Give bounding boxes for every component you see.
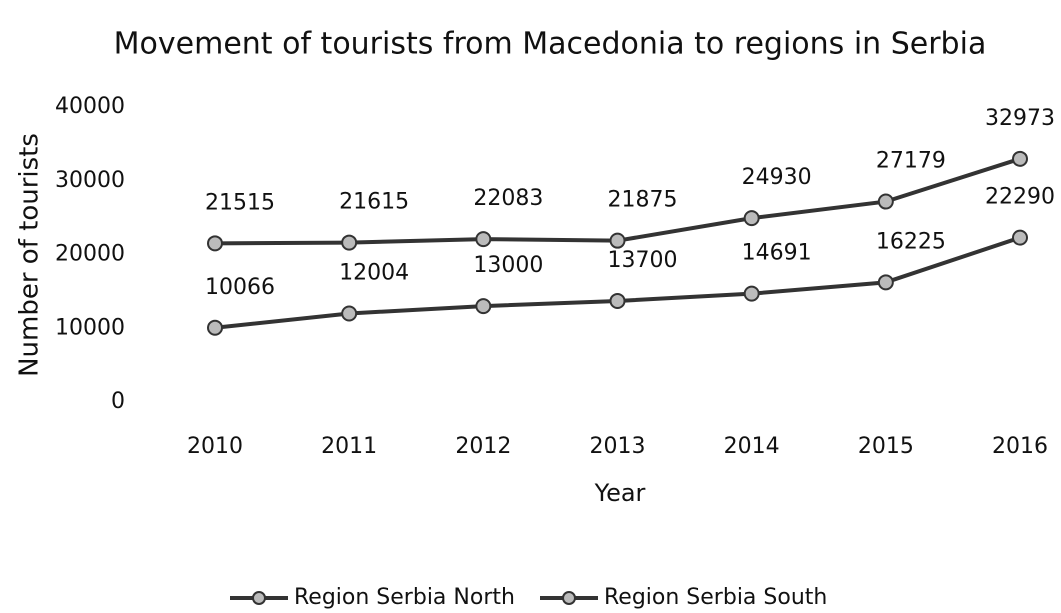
point-marker [609, 292, 626, 309]
x-axis-label: Year [594, 479, 646, 507]
legend-marker [252, 591, 266, 605]
legend-label: Region Serbia South [604, 585, 827, 610]
x-tick-label: 2010 [187, 434, 243, 459]
point-marker [743, 285, 760, 302]
y-tick-label: 10000 [55, 315, 125, 340]
x-tick-label: 2013 [590, 434, 646, 459]
data-label: 10066 [205, 275, 275, 300]
point-marker [475, 298, 492, 315]
data-label: 22290 [985, 185, 1055, 210]
data-label: 13000 [473, 253, 543, 278]
y-tick-label: 0 [111, 389, 125, 414]
point-marker [743, 210, 760, 227]
point-marker [207, 235, 223, 252]
data-label: 27179 [876, 149, 946, 174]
point-marker [609, 232, 626, 249]
y-axis-label: Number of tourists [15, 133, 45, 377]
data-label: 32973 [985, 106, 1055, 131]
x-tick-label: 2015 [858, 434, 914, 459]
data-label: 16225 [876, 229, 946, 254]
y-tick-label: 20000 [55, 242, 125, 267]
data-label: 21515 [205, 190, 275, 215]
data-label: 12004 [339, 260, 409, 285]
point-marker [877, 274, 894, 291]
point-marker [877, 193, 894, 210]
x-tick-label: 2012 [455, 434, 511, 459]
point-marker [207, 319, 223, 336]
point-marker [1012, 150, 1028, 167]
legend-marker [562, 591, 576, 605]
point-marker [1012, 229, 1028, 246]
data-label: 13700 [608, 248, 678, 273]
point-marker [341, 234, 358, 251]
point-marker [341, 305, 358, 322]
point-marker [475, 231, 492, 248]
y-tick-label: 40000 [55, 94, 125, 119]
chart-title: Movement of tourists from Macedonia to r… [114, 27, 987, 62]
x-tick-label: 2014 [724, 434, 780, 459]
x-tick-label: 2016 [992, 434, 1048, 459]
data-label: 24930 [742, 165, 812, 190]
data-label: 21875 [608, 188, 678, 213]
y-tick-label: 30000 [55, 168, 125, 193]
legend-label: Region Serbia North [294, 585, 515, 610]
data-label: 21615 [339, 190, 409, 215]
data-label: 22083 [473, 186, 543, 211]
data-label: 14691 [742, 241, 812, 266]
x-tick-label: 2011 [321, 434, 377, 459]
